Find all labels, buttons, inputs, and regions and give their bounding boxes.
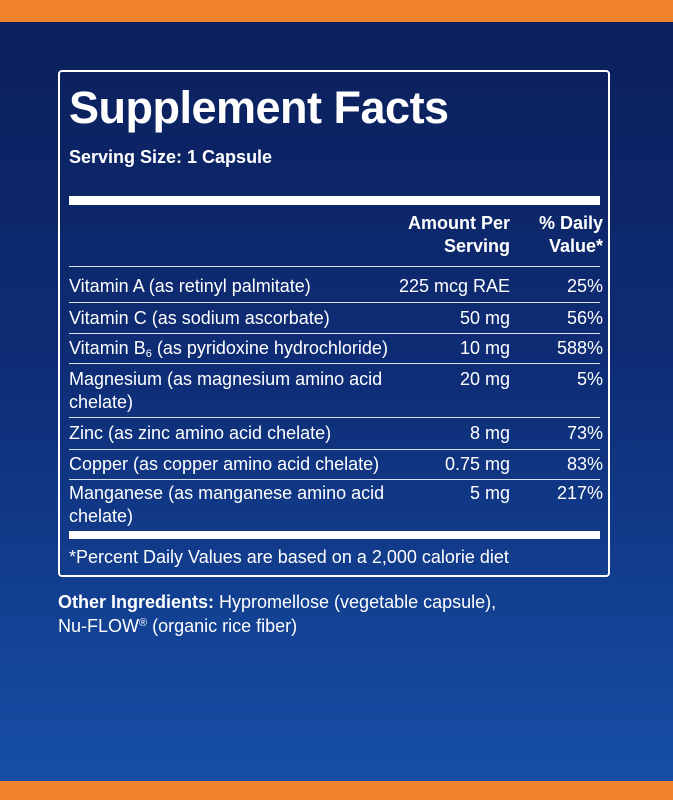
thick-divider-bottom (69, 531, 600, 539)
nutrient-dv-manganese: 217% (556, 483, 603, 503)
other-ingredients-line1: Other Ingredients: Hypromellose (vegetab… (58, 590, 618, 614)
header-daily-value: % Daily Value* (515, 212, 603, 258)
nutrient-name-vitamin-c: Vitamin C (as sodium ascorbate) (69, 308, 330, 328)
magnesium-line1: Magnesium (as magnesium amino acid (69, 369, 383, 389)
nu-flow-name: Nu-FLOW (58, 616, 139, 636)
nutrient-dv-vitamin-b6: 588% (556, 338, 603, 358)
other-ingredients: Other Ingredients: Hypromellose (vegetab… (58, 590, 618, 638)
other-ingredients-label: Other Ingredients: (58, 592, 215, 612)
panel-title: Supplement Facts (69, 82, 449, 133)
nutrient-dv-magnesium: 5% (576, 369, 603, 389)
row-divider (69, 363, 600, 364)
row-divider (69, 266, 600, 267)
nutrient-amount-vitamin-c: 50 mg (459, 308, 510, 328)
header-dv-line1: % Daily (538, 213, 603, 233)
row-divider (69, 449, 600, 450)
nutrient-name-vitamin-a: Vitamin A (as retinyl palmitate) (69, 276, 311, 296)
vitamin-b6-subscript: 6 (145, 348, 152, 360)
nutrient-amount-vitamin-a: 225 mcg RAE (398, 276, 510, 296)
manganese-line2: chelate) (69, 506, 134, 526)
registered-mark: ® (139, 617, 148, 629)
other-ingredients-text1: Hypromellose (vegetable capsule), (214, 592, 497, 612)
nutrient-amount-magnesium: 20 mg (459, 369, 510, 389)
nutrient-dv-zinc: 73% (566, 423, 603, 443)
other-ingredients-text2: (organic rice fiber) (147, 616, 298, 636)
nutrient-amount-vitamin-b6: 10 mg (459, 338, 510, 358)
nutrient-name-magnesium: Magnesium (as magnesium amino acid chela… (69, 368, 382, 414)
vitamin-b6-suffix: (as pyridoxine hydrochloride) (151, 338, 388, 358)
nutrient-amount-manganese: 5 mg (469, 483, 510, 503)
header-amount-line2: Serving (443, 236, 510, 256)
row-divider (69, 417, 600, 418)
nutrient-amount-copper: 0.75 mg (444, 454, 510, 474)
header-amount-per-serving: Amount Per Serving (380, 212, 510, 258)
thick-divider-top (69, 196, 600, 205)
magnesium-line2: chelate) (69, 392, 134, 412)
serving-size: Serving Size: 1 Capsule (69, 147, 273, 167)
vitamin-b6-prefix: Vitamin B (69, 338, 146, 358)
manganese-line1: Manganese (as manganese amino acid (69, 483, 385, 503)
nutrient-amount-zinc: 8 mg (469, 423, 510, 443)
header-amount-line1: Amount Per (407, 213, 510, 233)
nutrient-name-vitamin-b6: Vitamin B6 (as pyridoxine hydrochloride) (69, 337, 388, 360)
row-divider (69, 333, 600, 334)
nutrient-dv-copper: 83% (566, 454, 603, 474)
nutrient-dv-vitamin-c: 56% (566, 308, 603, 328)
nutrient-name-copper: Copper (as copper amino acid chelate) (69, 454, 380, 474)
row-divider (69, 479, 600, 480)
nutrient-name-zinc: Zinc (as zinc amino acid chelate) (69, 423, 332, 443)
bottom-orange-stripe (0, 781, 673, 800)
supplement-facts-panel: Supplement Facts Serving Size: 1 Capsule… (58, 70, 610, 577)
daily-value-footnote: *Percent Daily Values are based on a 2,0… (69, 547, 509, 567)
nutrient-name-manganese: Manganese (as manganese amino acid chela… (69, 482, 384, 528)
row-divider (69, 302, 600, 303)
header-dv-line2: Value* (548, 236, 603, 256)
top-orange-stripe (0, 0, 673, 22)
nutrient-dv-vitamin-a: 25% (566, 276, 603, 296)
other-ingredients-line2: Nu-FLOW® (organic rice fiber) (58, 614, 618, 638)
